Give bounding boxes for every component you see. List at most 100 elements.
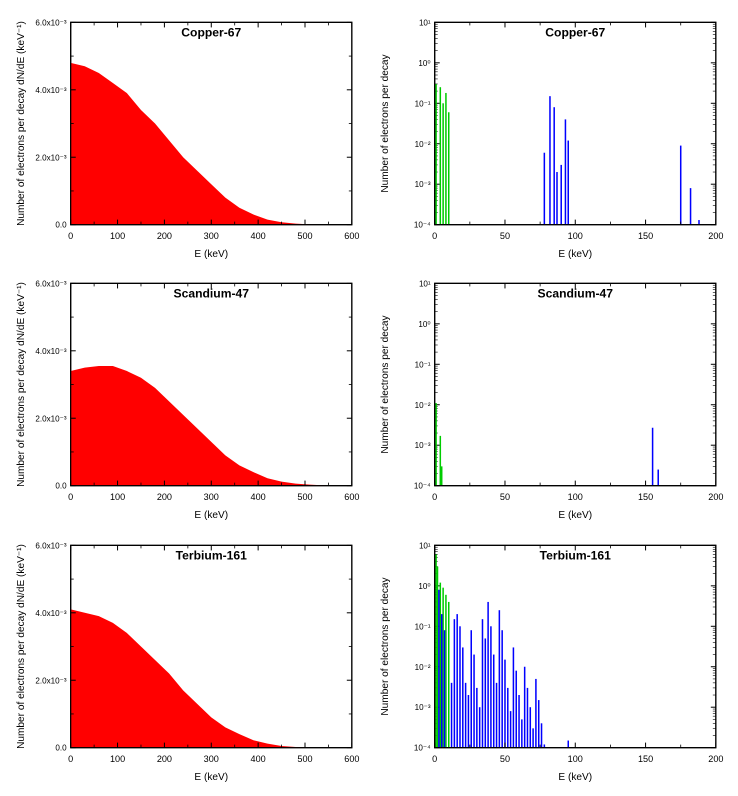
ytick-label: 10⁻⁴ [414,482,431,491]
bar-blue [565,119,567,224]
y-axis-label: Number of electrons per decay [380,53,391,192]
bar-blue [476,688,478,748]
ytick-label: 0.0 [55,221,67,230]
bar-green [445,594,447,747]
bar-blue [567,740,569,747]
bar-blue [510,711,512,748]
panel-tb161-area: 0.02.0x10⁻³4.0x10⁻³6.0x10⁻³0100200300400… [10,533,364,786]
bar-green [442,103,444,224]
xtick-label: 200 [708,753,723,763]
xtick-label: 0 [68,231,73,241]
xtick-label: 400 [251,753,266,763]
xtick-label: 300 [204,231,219,241]
ytick-label: 4.0x10⁻³ [35,347,67,356]
bar-blue [456,614,458,748]
xtick-label: 100 [110,753,125,763]
ytick-label: 10⁻² [415,401,431,410]
y-axis-label: Number of electrons per decay [380,315,391,454]
ytick-label: 2.0x10⁻³ [35,415,67,424]
xtick-label: 200 [157,231,172,241]
bar-blue [493,654,495,747]
bar-blue [490,626,492,747]
xtick-label: 0 [68,753,73,763]
bar-blue [657,470,659,486]
bar-blue [530,707,532,747]
bar-blue [468,695,470,748]
plot-frame [435,22,716,224]
bar-blue [499,610,501,747]
bar-blue [553,107,555,224]
chart-title: Terbium-161 [540,548,611,562]
ytick-label: 10⁰ [418,582,430,591]
xtick-label: 100 [110,231,125,241]
x-axis-label: E (keV) [194,772,228,783]
y-axis-label: Number of electrons per decay dN/dE (keV… [16,21,27,226]
ytick-label: 10¹ [419,18,431,27]
xtick-label: 200 [157,753,172,763]
xtick-label: 500 [297,753,312,763]
xtick-label: 150 [638,753,653,763]
chart-title: Scandium-47 [174,287,250,301]
bar-green [442,587,444,747]
bar-green [441,467,443,486]
ytick-label: 0.0 [55,743,67,752]
bar-blue [485,638,487,747]
xtick-label: 600 [344,492,359,502]
panel-sc47-area: 0.02.0x10⁻³4.0x10⁻³6.0x10⁻³0100200300400… [10,271,364,524]
bar-blue [473,654,475,747]
ytick-label: 10⁻¹ [415,361,431,370]
xtick-label: 50 [500,753,510,763]
xtick-label: 200 [157,492,172,502]
chart-grid: 0.0 2.0x10⁻³ 4.0x10⁻³ 6.0x10⁻³ 0 100 200 300 400… [0,0,738,796]
bar-green [448,602,450,748]
bar-green [445,93,447,225]
bar-blue [451,682,453,747]
bar-green [440,87,442,224]
bar-blue [532,728,534,747]
xtick-label: 300 [204,492,219,502]
bar-blue [496,682,498,747]
ytick-label: 6.0x10⁻³ [35,18,67,27]
panel-tb161-bars: 10⁻⁴10⁻³10⁻²10⁻¹10⁰10¹050100150200Terbiu… [374,533,728,786]
bar-blue [652,428,654,486]
x-axis-label: E (keV) [558,249,592,260]
chart-title: Copper-67 [545,26,605,40]
ytick-label: 2.0x10⁻³ [35,676,67,685]
chart-title: Terbium-161 [176,548,247,562]
ytick-label: 10⁻⁴ [414,743,431,752]
bar-blue [465,682,467,747]
panel-cu67-bars: 10⁻⁴10⁻³10⁻²10⁻¹10⁰10¹050100150200Copper… [374,10,728,263]
panel-sc47-bars: 10⁻⁴10⁻³10⁻²10⁻¹10⁰10¹050100150200Scandi… [374,271,728,524]
y-axis-label: Number of electrons per decay [380,576,391,715]
bar-blue [521,719,523,747]
ytick-label: 10¹ [419,541,431,550]
bar-blue [462,647,464,747]
x-axis-label: E (keV) [558,510,592,521]
panel-cu67-area: 0.02.0x10⁻³4.0x10⁻³6.0x10⁻³0100200300400… [10,10,364,263]
chart-title: Copper-67 [181,26,241,40]
bar-blue [479,707,481,747]
bar-blue [538,700,540,748]
xtick-label: 0 [432,753,437,763]
xtick-label: 300 [204,753,219,763]
bar-blue [698,220,700,225]
y-axis-label: Number of electrons per decay dN/dE (keV… [16,544,27,749]
bar-green [437,566,439,747]
bar-blue [690,188,692,225]
ytick-label: 4.0x10⁻³ [35,86,67,95]
bar-blue [535,679,537,748]
xtick-label: 600 [344,231,359,241]
bar-blue [560,165,562,225]
xtick-label: 50 [500,231,510,241]
xtick-label: 150 [638,492,653,502]
xtick-label: 400 [251,492,266,502]
xtick-label: 200 [708,492,723,502]
ytick-label: 2.0x10⁻³ [35,153,67,162]
bar-blue [524,666,526,747]
bar-blue [680,146,682,225]
xtick-label: 100 [568,231,583,241]
ytick-label: 10⁻¹ [415,99,431,108]
ytick-label: 10⁻³ [415,703,431,712]
ytick-label: 10⁻² [415,662,431,671]
bar-blue [482,619,484,747]
